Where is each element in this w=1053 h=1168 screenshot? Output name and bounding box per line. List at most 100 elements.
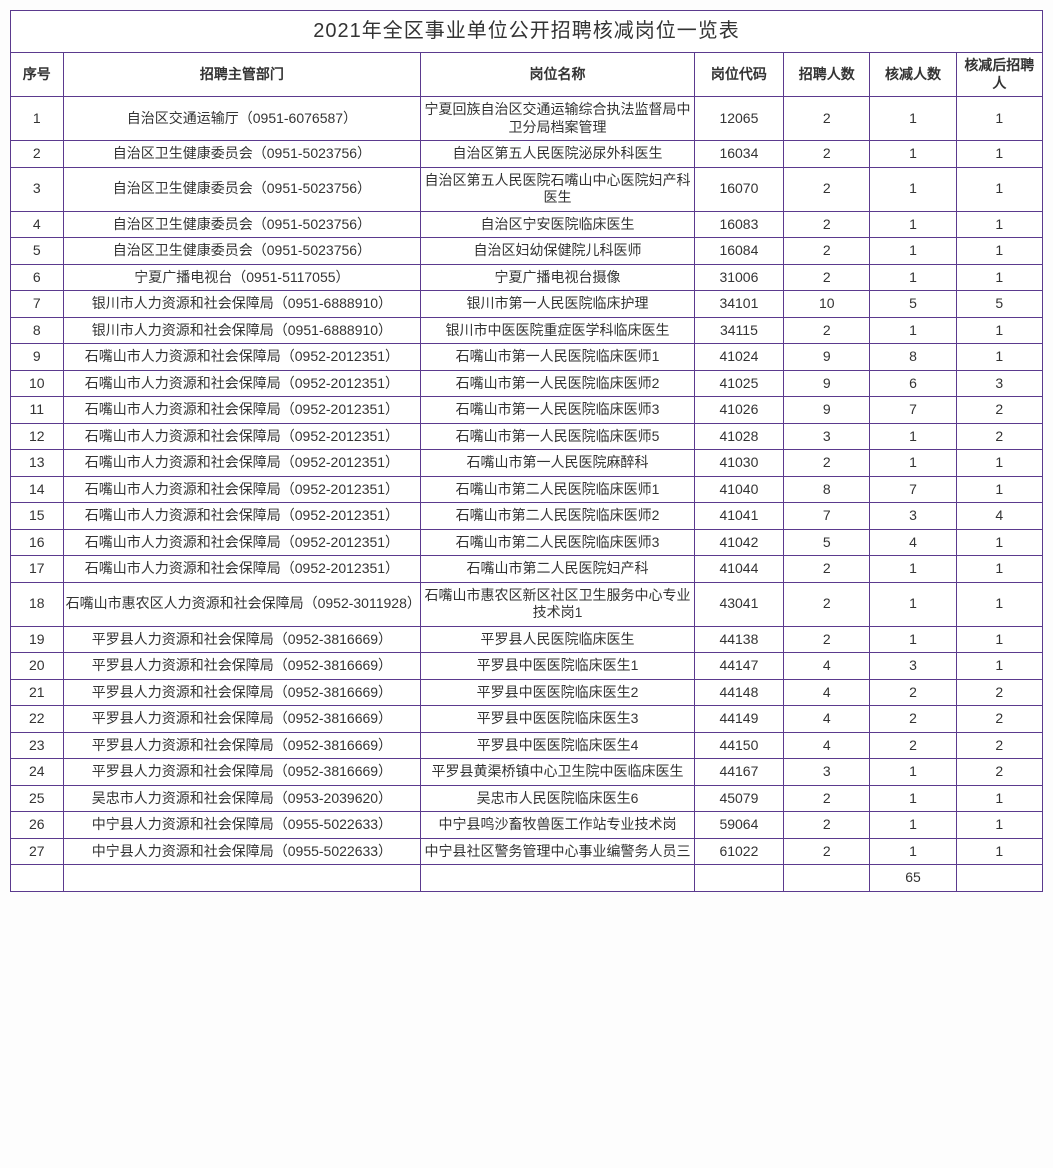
cell: 18 — [11, 582, 64, 626]
table-row: 24平罗县人力资源和社会保障局（0952-3816669）平罗县黄渠桥镇中心卫生… — [11, 759, 1043, 786]
cell: 2 — [784, 785, 870, 812]
cell: 2 — [956, 397, 1042, 424]
cell: 2 — [784, 97, 870, 141]
table-row: 2自治区卫生健康委员会（0951-5023756）自治区第五人民医院泌尿外科医生… — [11, 141, 1043, 168]
cell: 7 — [784, 503, 870, 530]
table-row: 14石嘴山市人力资源和社会保障局（0952-2012351）石嘴山市第二人民医院… — [11, 476, 1043, 503]
cell: 41040 — [694, 476, 783, 503]
cell: 石嘴山市惠农区新区社区卫生服务中心专业技术岗1 — [421, 582, 694, 626]
cell: 石嘴山市人力资源和社会保障局（0952-2012351） — [63, 423, 421, 450]
footer-row: 65 — [11, 865, 1043, 892]
cell: 4 — [956, 503, 1042, 530]
cell: 1 — [870, 838, 956, 865]
cell: 石嘴山市人力资源和社会保障局（0952-2012351） — [63, 503, 421, 530]
cell: 石嘴山市第一人民医院临床医师5 — [421, 423, 694, 450]
table-row: 1 自治区交通运输厅（0951-6076587）宁夏回族自治区交通运输综合执法监督… — [11, 97, 1043, 141]
table-row: 10石嘴山市人力资源和社会保障局（0952-2012351）石嘴山市第一人民医院… — [11, 370, 1043, 397]
cell: 1 — [956, 785, 1042, 812]
cell: 1 — [956, 626, 1042, 653]
cell: 2 — [784, 238, 870, 265]
cell: 2 — [956, 732, 1042, 759]
table-row: 4自治区卫生健康委员会（0951-5023756）自治区宁安医院临床医生1608… — [11, 211, 1043, 238]
cell: 14 — [11, 476, 64, 503]
cell: 1 — [870, 759, 956, 786]
table-title: 2021年全区事业单位公开招聘核减岗位一览表 — [11, 11, 1043, 53]
cell: 1 — [956, 97, 1042, 141]
table-row: 19平罗县人力资源和社会保障局（0952-3816669）平罗县人民医院临床医生… — [11, 626, 1043, 653]
cell: 44147 — [694, 653, 783, 680]
cell: 平罗县人力资源和社会保障局（0952-3816669） — [63, 732, 421, 759]
cell: 1 — [956, 141, 1042, 168]
cell: 1 — [870, 785, 956, 812]
cell: 吴忠市人力资源和社会保障局（0953-2039620） — [63, 785, 421, 812]
cell: 平罗县人力资源和社会保障局（0952-3816669） — [63, 759, 421, 786]
table-row: 17石嘴山市人力资源和社会保障局（0952-2012351）石嘴山市第二人民医院… — [11, 556, 1043, 583]
reduction-table: 2021年全区事业单位公开招聘核减岗位一览表 序号 招聘主管部门 岗位名称 岗位… — [10, 10, 1043, 892]
cell: 9 — [784, 397, 870, 424]
cell: 自治区卫生健康委员会（0951-5023756） — [63, 141, 421, 168]
cell: 石嘴山市第一人民医院临床医师2 — [421, 370, 694, 397]
cell: 9 — [784, 370, 870, 397]
cell: 石嘴山市惠农区人力资源和社会保障局（0952-3011928） — [63, 582, 421, 626]
cell: 1 — [956, 450, 1042, 477]
cell: 7 — [870, 476, 956, 503]
cell: 9 — [784, 344, 870, 371]
table-row: 11石嘴山市人力资源和社会保障局（0952-2012351）石嘴山市第一人民医院… — [11, 397, 1043, 424]
table-row: 20平罗县人力资源和社会保障局（0952-3816669）平罗县中医医院临床医生… — [11, 653, 1043, 680]
cell: 2 — [784, 167, 870, 211]
cell: 平罗县中医医院临床医生4 — [421, 732, 694, 759]
cell: 石嘴山市第二人民医院临床医师2 — [421, 503, 694, 530]
cell: 石嘴山市第一人民医院临床医师1 — [421, 344, 694, 371]
cell: 石嘴山市人力资源和社会保障局（0952-2012351） — [63, 370, 421, 397]
cell: 3 — [870, 653, 956, 680]
cell: 19 — [11, 626, 64, 653]
cell: 4 — [784, 706, 870, 733]
cell: 平罗县人民医院临床医生 — [421, 626, 694, 653]
cell: 3 — [11, 167, 64, 211]
cell: 1 — [870, 238, 956, 265]
cell: 20 — [11, 653, 64, 680]
cell: 59064 — [694, 812, 783, 839]
table-row: 6宁夏广播电视台（0951-5117055）宁夏广播电视台摄像31006211 — [11, 264, 1043, 291]
cell: 11 — [11, 397, 64, 424]
cell: 7 — [870, 397, 956, 424]
cell: 自治区卫生健康委员会（0951-5023756） — [63, 211, 421, 238]
cell: 16070 — [694, 167, 783, 211]
cell: 7 — [11, 291, 64, 318]
cell: 银川市人力资源和社会保障局（0951-6888910） — [63, 291, 421, 318]
cell: 中宁县鸣沙畜牧兽医工作站专业技术岗 — [421, 812, 694, 839]
cell: 中宁县社区警务管理中心事业编警务人员三 — [421, 838, 694, 865]
cell: 1 — [956, 653, 1042, 680]
cell: 宁夏回族自治区交通运输综合执法监督局中卫分局档案管理 — [421, 97, 694, 141]
cell: 自治区妇幼保健院儿科医师 — [421, 238, 694, 265]
cell: 5 — [956, 291, 1042, 318]
footer-cell — [784, 865, 870, 892]
table-row: 27中宁县人力资源和社会保障局（0955-5022633）中宁县社区警务管理中心… — [11, 838, 1043, 865]
cell: 44148 — [694, 679, 783, 706]
col-code: 岗位代码 — [694, 53, 783, 97]
cell: 1 — [870, 211, 956, 238]
cell: 5 — [784, 529, 870, 556]
cell: 23 — [11, 732, 64, 759]
table-row: 12石嘴山市人力资源和社会保障局（0952-2012351）石嘴山市第一人民医院… — [11, 423, 1043, 450]
cell: 石嘴山市人力资源和社会保障局（0952-2012351） — [63, 450, 421, 477]
cell: 4 — [11, 211, 64, 238]
cell: 1 — [956, 812, 1042, 839]
cell: 2 — [784, 317, 870, 344]
cell: 石嘴山市第二人民医院妇产科 — [421, 556, 694, 583]
cell: 1 — [956, 238, 1042, 265]
cell: 中宁县人力资源和社会保障局（0955-5022633） — [63, 812, 421, 839]
cell: 27 — [11, 838, 64, 865]
cell: 1 — [956, 264, 1042, 291]
cell: 3 — [870, 503, 956, 530]
cell: 中宁县人力资源和社会保障局（0955-5022633） — [63, 838, 421, 865]
cell: 2 — [870, 679, 956, 706]
cell: 22 — [11, 706, 64, 733]
cell: 2 — [784, 211, 870, 238]
cell: 41041 — [694, 503, 783, 530]
cell: 45079 — [694, 785, 783, 812]
cell: 自治区交通运输厅（0951-6076587） — [63, 97, 421, 141]
table-row: 5自治区卫生健康委员会（0951-5023756）自治区妇幼保健院儿科医师160… — [11, 238, 1043, 265]
cell: 17 — [11, 556, 64, 583]
cell: 44149 — [694, 706, 783, 733]
